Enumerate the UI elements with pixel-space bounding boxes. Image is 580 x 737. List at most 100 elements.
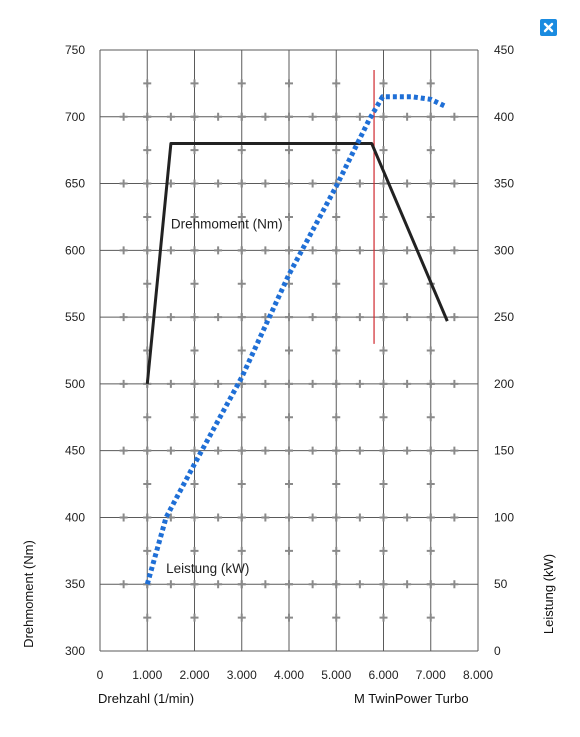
grid-marker-h-2-2: [166, 446, 175, 455]
grid-marker-h-0-12: [403, 580, 412, 589]
grid-marker-v-0-6: [143, 413, 152, 422]
grid-marker-h-1-6: [261, 513, 270, 522]
grid-marker-h-3-10: [355, 379, 364, 388]
grid-marker-v-1-6: [190, 413, 199, 422]
x-axis-title: Drehzahl (1/min): [98, 691, 195, 706]
x-tick-label-7: 7.000: [416, 668, 446, 682]
grid-marker-v-4-4: [332, 480, 341, 489]
grid-marker-h-3-12: [403, 379, 412, 388]
grid-marker-v-5-16: [379, 79, 388, 88]
y-right-tick-label-4: 200: [494, 377, 514, 391]
grid-marker-h-4-3: [190, 313, 199, 322]
grid-marker-h-5-11: [379, 246, 388, 255]
grid-marker-h-6-4: [214, 179, 223, 188]
y-left-tick-label-2: 400: [65, 510, 85, 524]
grid-marker-h-3-9: [332, 379, 341, 388]
x-tick-label-2: 2.000: [179, 668, 209, 682]
grid-marker-v-1-12: [190, 212, 199, 221]
grid-marker-h-5-7: [285, 246, 293, 255]
grid-marker-h-3-13: [426, 379, 435, 388]
y-left-tick-label-1: 350: [65, 577, 85, 591]
grid-marker-h-6-5: [237, 179, 246, 188]
grid-marker-h-2-3: [190, 446, 199, 455]
grid-marker-h-4-2: [166, 313, 175, 322]
grid-marker-h-2-1: [143, 446, 152, 455]
series-line-1: [144, 94, 446, 585]
grid-marker-v-4-2: [332, 546, 341, 555]
y-axis-right-title: Leistung (kW): [541, 554, 556, 634]
grid-marker-h-3-4: [214, 379, 223, 388]
grid-marker-v-6-16: [426, 79, 435, 88]
grid-marker-v-4-10: [332, 279, 341, 288]
close-button[interactable]: [540, 19, 557, 36]
series-group: [144, 70, 449, 585]
grid-marker-h-0-0: [119, 580, 128, 589]
grid-marker-v-2-14: [237, 146, 246, 155]
x-tick-label-1: 1.000: [132, 668, 162, 682]
grid-marker-h-4-9: [332, 313, 341, 322]
grid-marker-h-5-10: [355, 246, 364, 255]
grid-marker-h-3-2: [166, 379, 175, 388]
left-axis-ticks: 300 350 400 450 500 550 600 650 700 750: [65, 43, 85, 658]
grid-marker-h-4-7: [285, 313, 293, 322]
grid-marker-v-3-6: [285, 413, 293, 422]
grid-marker-h-1-7: [285, 513, 293, 522]
grid-marker-h-6-0: [119, 179, 128, 188]
grid-marker-v-1-2: [190, 546, 199, 555]
grid-marker-h-3-14: [450, 379, 459, 388]
x-tick-label-6: 6.000: [368, 668, 398, 682]
grid-marker-h-6-14: [450, 179, 459, 188]
grid-marker-v-4-14: [332, 146, 341, 155]
grid-marker-v-2-6: [237, 413, 246, 422]
grid-marker-h-7-6: [261, 112, 270, 121]
y-right-tick-label-0: 0: [494, 644, 501, 658]
grid-marker-v-4-6: [332, 413, 341, 422]
grid-marker-h-1-11: [379, 513, 388, 522]
grid-marker-v-6-6: [426, 413, 435, 422]
grid-marker-h-2-11: [379, 446, 388, 455]
grid-marker-v-2-8: [237, 346, 246, 355]
y-left-tick-label-9: 750: [65, 43, 85, 57]
grid-marker-h-0-4: [214, 580, 223, 589]
grid-marker-v-1-8: [190, 346, 199, 355]
engine-brand-label: M TwinPower Turbo: [354, 691, 469, 706]
grid-marker-h-5-8: [308, 246, 317, 255]
grid-marker-v-5-6: [379, 413, 388, 422]
grid-marker-h-7-13: [426, 112, 435, 121]
y-left-tick-label-5: 550: [65, 310, 85, 324]
series-label-power: Leistung (kW): [166, 561, 249, 576]
grid-marker-v-2-16: [237, 79, 246, 88]
grid-marker-v-1-16: [190, 79, 199, 88]
x-tick-label-3: 3.000: [227, 668, 257, 682]
grid-marker-v-6-12: [426, 212, 435, 221]
grid-marker-v-5-4: [379, 480, 388, 489]
grid-marker-v-3-8: [285, 346, 293, 355]
grid-marker-h-1-12: [403, 513, 412, 522]
grid-marker-v-3-12: [285, 212, 293, 221]
grid-marker-v-3-14: [285, 146, 293, 155]
grid-marker-h-5-9: [332, 246, 341, 255]
grid-marker-h-7-11: [379, 112, 388, 121]
grid-marker-v-2-0: [237, 613, 246, 622]
grid-marker-h-1-13: [426, 513, 435, 522]
grid-marker-h-2-5: [237, 446, 246, 455]
grid-marker-v-5-12: [379, 212, 388, 221]
grid-marker-h-7-5: [237, 112, 246, 121]
close-icon: [543, 22, 554, 33]
grid-marker-h-4-11: [379, 313, 388, 322]
grid-marker-v-3-0: [285, 613, 293, 622]
grid-marker-h-0-10: [355, 580, 364, 589]
grid-marker-h-7-0: [119, 112, 128, 121]
grid-marker-h-2-10: [355, 446, 364, 455]
grid-marker-h-2-9: [332, 446, 341, 455]
grid-marker-h-0-13: [426, 580, 435, 589]
grid-marker-v-2-2: [237, 546, 246, 555]
grid-marker-h-1-3: [190, 513, 199, 522]
y-right-tick-label-1: 50: [494, 577, 508, 591]
grid-marker-h-2-14: [450, 446, 459, 455]
grid-marker-v-1-0: [190, 613, 199, 622]
grid-marker-h-0-2: [166, 580, 175, 589]
y-left-tick-label-4: 500: [65, 377, 85, 391]
grid-marker-h-5-6: [261, 246, 270, 255]
